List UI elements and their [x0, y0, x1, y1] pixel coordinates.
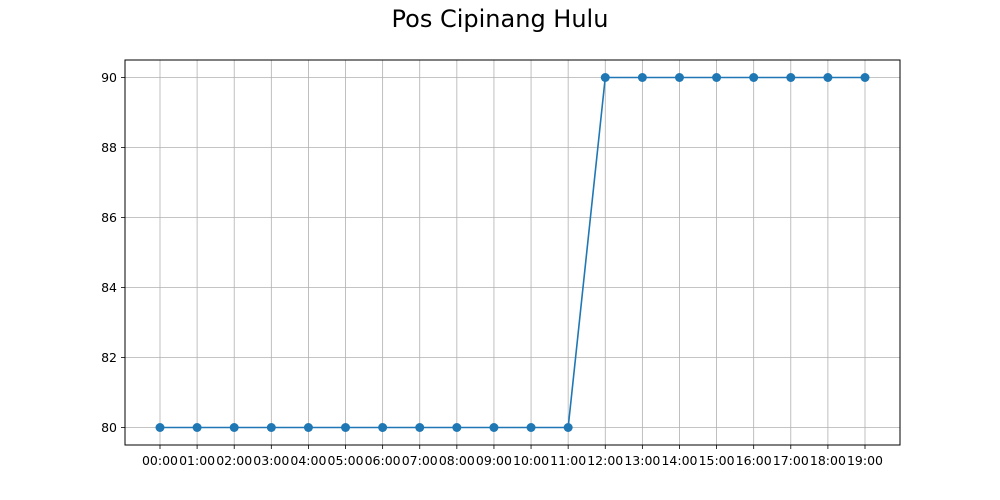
- series-line: [160, 76, 865, 429]
- data-points: [155, 73, 870, 432]
- data-point: [378, 423, 388, 432]
- x-tick-label: 17:00: [773, 453, 809, 468]
- data-point: [712, 73, 722, 82]
- plot-area-frame: [124, 59, 901, 446]
- x-tick-label: 09:00: [476, 453, 512, 468]
- x-tick-label: 04:00: [290, 453, 326, 468]
- x-tick-label: 10:00: [513, 453, 549, 468]
- x-tick-label: 13:00: [624, 453, 660, 468]
- y-axis-ticks: 80 82 84 86 88 90: [101, 70, 125, 435]
- x-tick-label: 11:00: [550, 453, 586, 468]
- y-tick-label: 90: [101, 70, 117, 85]
- data-point: [600, 73, 610, 82]
- x-tick-label: 08:00: [439, 453, 475, 468]
- data-point: [341, 423, 351, 432]
- x-tick-label: 15:00: [699, 453, 735, 468]
- data-point: [489, 423, 499, 432]
- data-point: [155, 423, 165, 432]
- x-tick-label: 07:00: [402, 453, 438, 468]
- data-point: [786, 73, 796, 82]
- x-tick-label: 00:00: [142, 453, 178, 468]
- data-point: [415, 423, 425, 432]
- data-point: [229, 423, 239, 432]
- y-tick-label: 86: [101, 210, 117, 225]
- x-tick-label: 05:00: [328, 453, 364, 468]
- data-point: [823, 73, 833, 82]
- y-tick-label: 84: [101, 280, 117, 295]
- x-tick-label: 03:00: [253, 453, 289, 468]
- data-point: [674, 73, 684, 82]
- y-tick-label: 88: [101, 140, 117, 155]
- data-point: [637, 73, 647, 82]
- data-point: [192, 423, 202, 432]
- x-tick-label: 19:00: [847, 453, 883, 468]
- chart-title: Pos Cipinang Hulu: [391, 5, 609, 33]
- x-tick-label: 16:00: [736, 453, 772, 468]
- x-tick-label: 12:00: [587, 453, 623, 468]
- x-tick-label: 02:00: [216, 453, 252, 468]
- series-line-layer: [160, 76, 865, 429]
- data-point: [266, 423, 276, 432]
- x-tick-label: 14:00: [661, 453, 697, 468]
- data-point: [303, 423, 313, 432]
- x-axis-ticks: 00:00 01:00 02:00 03:00 04:00 05:00 06:00 07:00…: [142, 445, 883, 468]
- y-tick-label: 82: [101, 350, 117, 365]
- data-point: [749, 73, 759, 82]
- x-tick-label: 06:00: [365, 453, 401, 468]
- data-point: [860, 73, 870, 82]
- data-point: [452, 423, 462, 432]
- data-point: [526, 423, 536, 432]
- grid-lines: [125, 60, 900, 445]
- data-point: [563, 423, 573, 432]
- x-tick-label: 01:00: [179, 453, 215, 468]
- x-tick-label: 18:00: [810, 453, 846, 468]
- y-tick-label: 80: [101, 420, 117, 435]
